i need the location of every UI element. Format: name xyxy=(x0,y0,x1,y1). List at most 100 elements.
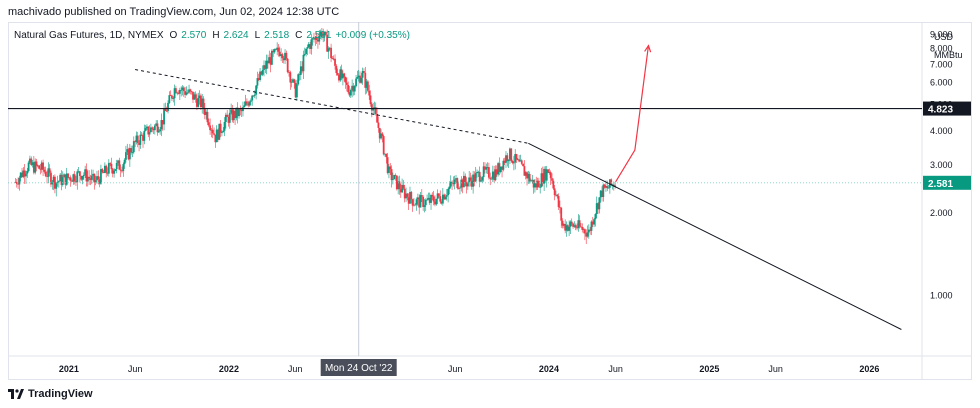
candle-body xyxy=(413,204,415,206)
candle-body xyxy=(601,190,603,197)
candle-body xyxy=(448,186,451,190)
candle-body xyxy=(390,169,393,181)
candle-body xyxy=(520,160,523,164)
candle-body xyxy=(497,163,499,175)
candle-body xyxy=(593,219,595,225)
candle-body xyxy=(84,169,87,175)
candle-body xyxy=(27,162,30,172)
candle-body xyxy=(583,229,586,234)
candle-body xyxy=(97,176,100,180)
candle-body xyxy=(32,162,35,173)
candle-body xyxy=(484,166,486,170)
candle-body xyxy=(556,194,559,197)
candle-body xyxy=(107,163,110,174)
candle-body xyxy=(535,183,538,188)
candle-body xyxy=(31,162,34,166)
candle-body xyxy=(109,163,112,164)
candle-body xyxy=(577,220,580,228)
candle-body xyxy=(189,89,192,92)
candle-body xyxy=(501,166,503,170)
candle-body xyxy=(610,179,613,185)
candle-body xyxy=(90,175,93,180)
candle-body xyxy=(47,168,50,177)
chart-frame xyxy=(8,22,972,380)
candle-body xyxy=(164,108,167,111)
candle-body xyxy=(317,39,319,42)
candle-body xyxy=(519,160,522,162)
candle-body xyxy=(206,111,209,123)
candle-body xyxy=(135,135,138,143)
candle-body xyxy=(380,133,382,139)
candle-body xyxy=(134,141,137,143)
candle-body xyxy=(495,169,498,175)
candle-body xyxy=(545,169,548,181)
candle-body xyxy=(42,162,44,170)
candle-body xyxy=(451,181,453,183)
candle-body xyxy=(256,78,259,86)
candle-body xyxy=(397,181,400,190)
candle-body xyxy=(534,183,536,188)
candle-body xyxy=(406,193,409,198)
candle-body xyxy=(393,174,396,180)
x-tick-label: Jun xyxy=(288,364,303,374)
candle-body xyxy=(461,179,464,188)
candle-body xyxy=(286,58,289,73)
candle-body xyxy=(240,109,243,112)
high-value: 2.624 xyxy=(223,30,249,41)
candle-body xyxy=(555,194,557,196)
candle-body xyxy=(493,171,496,181)
candle-body xyxy=(54,176,56,189)
candle-body xyxy=(574,225,577,228)
candle-body xyxy=(182,87,185,92)
candle-body xyxy=(311,38,314,40)
crosshair-date-tag xyxy=(320,359,397,376)
candle-body xyxy=(18,177,21,185)
candle-body xyxy=(409,191,411,204)
candle-body xyxy=(405,193,407,199)
candle-body xyxy=(388,166,390,173)
candle-body xyxy=(203,108,206,115)
candle-body xyxy=(518,159,521,162)
candle-body xyxy=(364,72,367,88)
x-tick-label: Jun xyxy=(448,364,463,374)
candle-body xyxy=(285,52,288,59)
candle-body xyxy=(75,181,77,183)
candle-body xyxy=(552,180,555,189)
candle-body xyxy=(157,131,160,133)
candle-body xyxy=(330,47,332,59)
candle-body xyxy=(340,69,343,79)
candle-body xyxy=(131,152,134,153)
candle-body xyxy=(585,233,588,237)
candle-body xyxy=(289,72,292,83)
y-tick-label: 9.000 xyxy=(930,30,953,40)
candle-body xyxy=(269,57,272,65)
candle-body xyxy=(367,81,369,91)
candle-body xyxy=(328,47,331,49)
currency-unit: USD xyxy=(934,32,954,42)
candle-body xyxy=(435,198,438,205)
candle-body xyxy=(502,160,505,170)
candle-body xyxy=(257,78,260,80)
candle-body xyxy=(290,81,293,83)
candle-body xyxy=(139,134,142,145)
candle-body xyxy=(209,125,211,131)
candle-body xyxy=(80,175,83,180)
solid-trendline xyxy=(528,142,902,330)
candle-body xyxy=(309,44,311,49)
candle-body xyxy=(353,86,356,92)
candle-body xyxy=(332,58,335,60)
candle-body xyxy=(293,79,296,83)
candle-body xyxy=(522,163,524,167)
y-tick-label: 1.000 xyxy=(930,290,953,300)
candle-body xyxy=(177,92,180,94)
x-tick-label: Jun xyxy=(128,364,143,374)
candle-body xyxy=(202,98,205,109)
candle-body xyxy=(51,182,54,185)
candle-body xyxy=(482,166,485,178)
candle-body xyxy=(264,65,267,69)
candle-body xyxy=(582,229,585,231)
candle-body xyxy=(331,58,334,59)
candle-body xyxy=(301,66,304,72)
